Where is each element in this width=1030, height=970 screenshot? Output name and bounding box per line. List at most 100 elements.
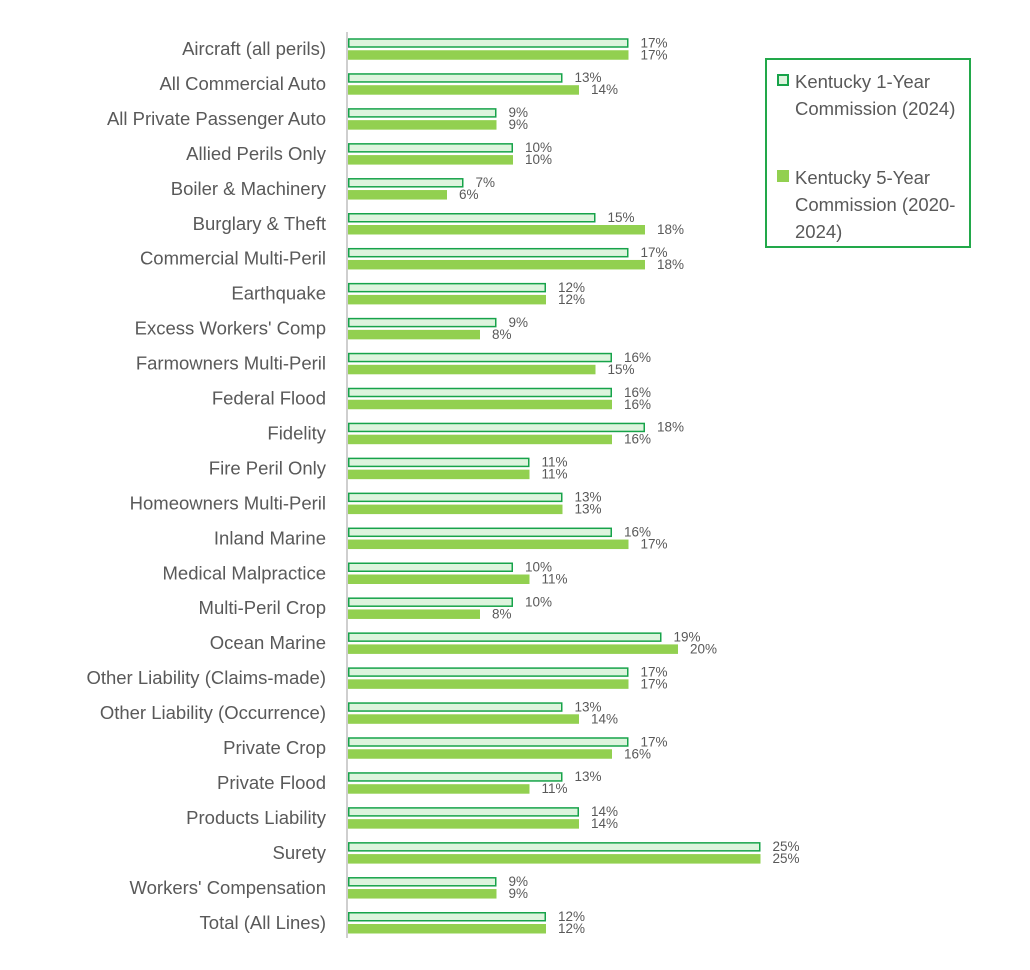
legend-swatch-5-year bbox=[777, 170, 789, 182]
value-label-1-year-federal-flood: 16% bbox=[624, 385, 651, 400]
value-label-1-year-burglary-theft: 15% bbox=[608, 210, 635, 225]
category-label-other-liability-claims-made: Other Liability (Claims-made) bbox=[86, 667, 326, 688]
bar-1-year-workers-compensation bbox=[348, 877, 497, 887]
legend-item-1-year: Kentucky 1-Year Commission (2024) bbox=[777, 68, 971, 122]
value-label-1-year-fidelity: 18% bbox=[657, 420, 684, 435]
bar-5-year-workers-compensation bbox=[348, 889, 497, 899]
bar-5-year-boiler-machinery bbox=[348, 190, 447, 200]
bar-1-year-commercial-multi-peril bbox=[348, 247, 629, 258]
bar-1-year-ocean-marine bbox=[348, 632, 662, 642]
bar-5-year-private-flood bbox=[348, 784, 530, 794]
bar-5-year-earthquake bbox=[348, 294, 546, 305]
bar-5-year-homeowners-multi-peril bbox=[348, 504, 563, 515]
bar-1-year-all-private-passenger-auto bbox=[348, 108, 497, 118]
value-label-1-year-private-flood: 13% bbox=[575, 769, 602, 784]
category-label-products-liability: Products Liability bbox=[186, 807, 327, 828]
bar-1-year-total-all-lines bbox=[348, 912, 546, 922]
value-label-5-year-homeowners-multi-peril: 13% bbox=[575, 502, 602, 517]
category-label-earthquake: Earthquake bbox=[231, 283, 326, 304]
value-label-1-year-all-private-passenger-auto: 9% bbox=[509, 105, 529, 120]
category-label-private-crop: Private Crop bbox=[223, 737, 326, 758]
category-label-fidelity: Fidelity bbox=[267, 422, 326, 443]
legend-item-5-year: Kentucky 5-Year Commission (2020-2024) bbox=[777, 164, 971, 245]
category-label-homeowners-multi-peril: Homeowners Multi-Peril bbox=[130, 492, 326, 513]
category-label-medical-malpractice: Medical Malpractice bbox=[163, 562, 326, 583]
category-label-other-liability-occurrence: Other Liability (Occurrence) bbox=[100, 702, 326, 723]
value-label-1-year-inland-marine: 16% bbox=[624, 525, 651, 540]
value-label-1-year-surety: 25% bbox=[773, 839, 800, 854]
bar-1-year-surety bbox=[348, 842, 761, 852]
value-label-5-year-excess-workers-comp: 8% bbox=[492, 327, 512, 342]
legend-swatch-1-year bbox=[777, 74, 789, 86]
category-label-aircraft-all-perils: Aircraft (all perils) bbox=[182, 38, 326, 59]
value-label-1-year-boiler-machinery: 7% bbox=[476, 175, 496, 190]
category-label-boiler-machinery: Boiler & Machinery bbox=[171, 178, 327, 199]
bar-1-year-burglary-theft bbox=[348, 213, 596, 223]
bar-5-year-total-all-lines bbox=[348, 924, 546, 934]
bar-5-year-burglary-theft bbox=[348, 225, 645, 235]
bar-1-year-all-commercial-auto bbox=[348, 73, 563, 83]
bar-5-year-ocean-marine bbox=[348, 644, 678, 654]
category-label-allied-perils-only: Allied Perils Only bbox=[186, 143, 327, 164]
bar-5-year-fidelity bbox=[348, 434, 612, 445]
value-label-1-year-aircraft-all-perils: 17% bbox=[641, 35, 668, 50]
bar-5-year-products-liability bbox=[348, 819, 579, 829]
value-label-5-year-farmowners-multi-peril: 15% bbox=[608, 362, 635, 377]
bar-5-year-aircraft-all-perils bbox=[348, 50, 629, 60]
bar-1-year-aircraft-all-perils bbox=[348, 38, 629, 48]
value-label-5-year-medical-malpractice: 11% bbox=[542, 572, 568, 587]
value-label-5-year-other-liability-occurrence: 14% bbox=[591, 711, 618, 726]
value-label-1-year-medical-malpractice: 10% bbox=[525, 560, 552, 575]
bar-1-year-other-liability-claims-made bbox=[348, 667, 629, 677]
bar-5-year-other-liability-occurrence bbox=[348, 714, 579, 724]
value-label-5-year-boiler-machinery: 6% bbox=[459, 187, 479, 202]
bar-1-year-inland-marine bbox=[348, 527, 612, 538]
value-label-5-year-other-liability-claims-made: 17% bbox=[641, 676, 668, 691]
value-label-5-year-ocean-marine: 20% bbox=[690, 641, 717, 656]
bar-1-year-private-flood bbox=[348, 772, 563, 782]
bar-1-year-products-liability bbox=[348, 807, 579, 817]
value-label-1-year-earthquake: 12% bbox=[558, 280, 585, 295]
category-label-federal-flood: Federal Flood bbox=[212, 388, 326, 409]
bar-5-year-multi-peril-crop bbox=[348, 609, 480, 619]
bar-series bbox=[348, 38, 761, 934]
category-label-commercial-multi-peril: Commercial Multi-Peril bbox=[140, 248, 326, 269]
value-label-5-year-allied-perils-only: 10% bbox=[525, 152, 552, 167]
bar-5-year-commercial-multi-peril bbox=[348, 259, 645, 270]
value-label-5-year-products-liability: 14% bbox=[591, 816, 618, 831]
bar-5-year-medical-malpractice bbox=[348, 574, 530, 584]
chart-legend: Kentucky 1-Year Commission (2024) Kentuc… bbox=[765, 58, 971, 248]
category-label-fire-peril-only: Fire Peril Only bbox=[209, 457, 327, 478]
bar-1-year-homeowners-multi-peril bbox=[348, 492, 563, 503]
legend-label-1-year: Kentucky 1-Year Commission (2024) bbox=[795, 71, 956, 119]
category-label-inland-marine: Inland Marine bbox=[214, 527, 326, 548]
category-label-burglary-theft: Burglary & Theft bbox=[193, 213, 326, 234]
bar-5-year-other-liability-claims-made bbox=[348, 679, 629, 689]
bar-5-year-inland-marine bbox=[348, 539, 629, 550]
bar-5-year-allied-perils-only bbox=[348, 155, 513, 165]
value-label-1-year-ocean-marine: 19% bbox=[674, 629, 701, 644]
category-label-all-commercial-auto: All Commercial Auto bbox=[159, 73, 326, 94]
bar-1-year-federal-flood bbox=[348, 387, 612, 398]
bar-5-year-fire-peril-only bbox=[348, 469, 530, 480]
category-label-multi-peril-crop: Multi-Peril Crop bbox=[199, 597, 326, 618]
category-labels: Aircraft (all perils) All Commercial Auto… bbox=[86, 38, 326, 933]
value-label-1-year-multi-peril-crop: 10% bbox=[525, 594, 552, 609]
bar-5-year-private-crop bbox=[348, 749, 612, 759]
value-label-5-year-inland-marine: 17% bbox=[641, 537, 668, 552]
value-label-1-year-farmowners-multi-peril: 16% bbox=[624, 350, 651, 365]
bar-5-year-all-commercial-auto bbox=[348, 85, 579, 95]
value-label-1-year-all-commercial-auto: 13% bbox=[575, 70, 602, 85]
value-label-5-year-earthquake: 12% bbox=[558, 292, 585, 307]
bar-1-year-medical-malpractice bbox=[348, 562, 513, 572]
value-label-1-year-allied-perils-only: 10% bbox=[525, 140, 552, 155]
bar-1-year-fidelity bbox=[348, 422, 645, 433]
bar-1-year-earthquake bbox=[348, 282, 546, 293]
value-label-5-year-commercial-multi-peril: 18% bbox=[657, 257, 684, 272]
value-label-5-year-all-private-passenger-auto: 9% bbox=[509, 117, 529, 132]
bar-1-year-fire-peril-only bbox=[348, 457, 530, 468]
value-label-5-year-workers-compensation: 9% bbox=[509, 886, 529, 901]
bar-5-year-surety bbox=[348, 854, 761, 864]
bar-5-year-farmowners-multi-peril bbox=[348, 364, 596, 375]
